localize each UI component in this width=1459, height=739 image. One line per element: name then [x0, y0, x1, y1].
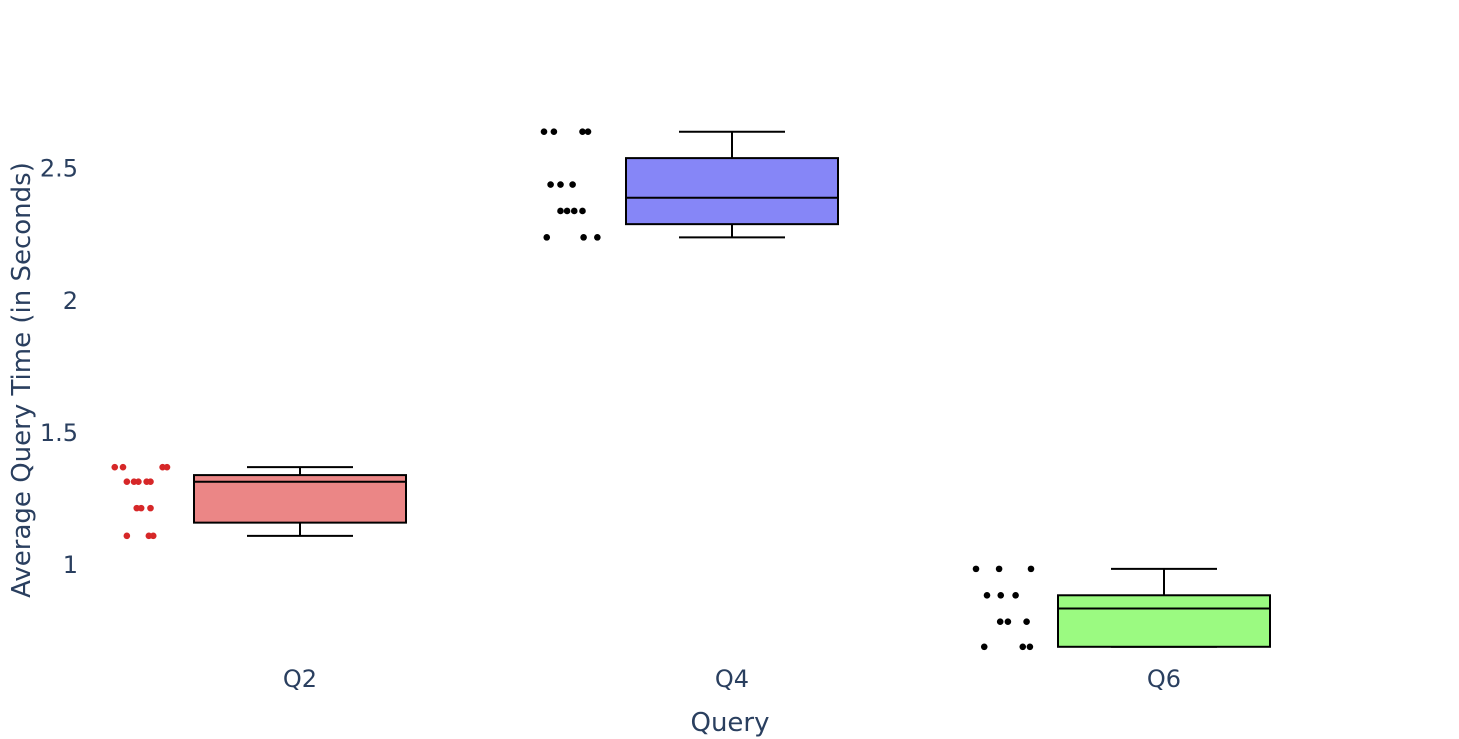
y-tick-label: 2 — [63, 287, 78, 315]
data-point — [1019, 643, 1027, 651]
y-tick-label: 1 — [63, 551, 78, 579]
data-point — [1027, 565, 1035, 573]
data-point — [1026, 643, 1034, 651]
x-axis-title: Query — [690, 708, 769, 738]
data-point — [1004, 618, 1012, 625]
data-point — [540, 128, 548, 135]
data-point — [569, 181, 576, 188]
x-tick-label: Q6 — [1147, 665, 1181, 693]
y-tick-label: 1.5 — [40, 419, 78, 447]
y-tick-label: 2.5 — [40, 155, 78, 183]
data-point — [579, 207, 586, 215]
data-point — [547, 181, 554, 188]
data-point — [996, 618, 1004, 625]
box-q6 — [972, 565, 1271, 651]
data-point — [557, 181, 564, 188]
data-point — [147, 504, 154, 512]
data-point — [137, 504, 145, 512]
data-point — [584, 128, 592, 135]
data-point — [980, 643, 988, 651]
data-point — [579, 128, 586, 135]
data-point — [123, 478, 131, 485]
iqr-box — [625, 157, 839, 226]
box-q2 — [111, 463, 407, 540]
iqr-box — [1057, 594, 1271, 648]
data-point — [135, 478, 142, 485]
y-axis-title: Average Query Time (in Seconds) — [7, 162, 37, 598]
x-tick-label: Q4 — [715, 665, 749, 693]
data-point — [594, 234, 601, 241]
data-point — [1012, 591, 1019, 599]
data-point — [983, 591, 991, 599]
plot-area — [111, 128, 1271, 651]
data-point — [580, 234, 587, 241]
data-point — [550, 128, 558, 135]
x-axis: Q2 Q4 Q6 — [283, 665, 1181, 693]
data-point — [557, 207, 564, 215]
x-tick-label: Q2 — [283, 665, 317, 693]
data-point — [972, 565, 980, 573]
y-axis: 1 1.5 2 2.5 — [40, 155, 78, 579]
data-point — [997, 591, 1005, 599]
data-point — [163, 463, 171, 471]
data-point — [570, 207, 578, 215]
box-q4 — [540, 128, 839, 241]
data-point — [1023, 618, 1030, 625]
data-point — [111, 463, 119, 471]
data-point — [119, 463, 127, 471]
data-point — [543, 234, 551, 241]
data-point — [149, 532, 157, 540]
data-point — [147, 478, 154, 485]
data-point — [123, 532, 131, 540]
iqr-box — [193, 474, 407, 524]
data-point — [563, 207, 571, 215]
data-point — [995, 565, 1003, 573]
